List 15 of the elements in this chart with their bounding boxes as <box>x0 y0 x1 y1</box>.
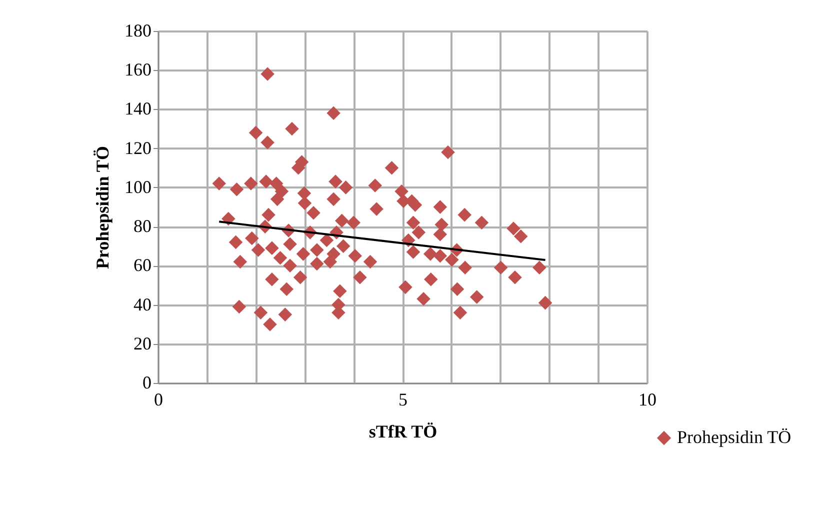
x-tick-label: 5 <box>398 390 408 410</box>
x-axis-title: sTfR TÖ <box>368 422 438 442</box>
y-tick-label: 60 <box>134 255 152 276</box>
legend-label: Prohepsidin TÖ <box>677 427 792 447</box>
y-tick-label: 20 <box>134 333 152 354</box>
y-tick-label: 40 <box>134 294 152 314</box>
y-tick-label: 180 <box>124 20 152 40</box>
y-tick-label: 0 <box>142 372 152 392</box>
y-tick-label: 160 <box>124 60 152 80</box>
y-axis-title: Prohepsidin TÖ <box>92 146 112 269</box>
y-tick-label: 80 <box>134 216 152 236</box>
x-tick-label: 10 <box>638 390 656 410</box>
y-tick-label: 140 <box>124 98 152 119</box>
y-tick-label: 120 <box>124 138 152 158</box>
y-tick-label: 100 <box>124 176 152 197</box>
